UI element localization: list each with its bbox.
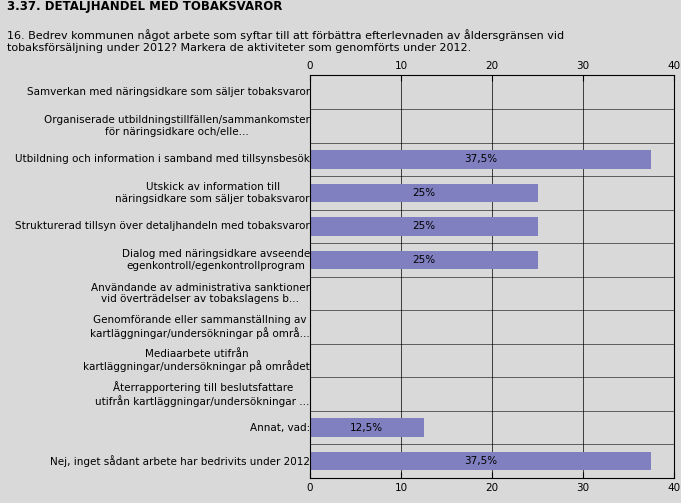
Bar [310, 217, 537, 235]
Bar [310, 418, 424, 437]
Text: 37,5%: 37,5% [464, 456, 497, 466]
Text: 25%: 25% [412, 255, 435, 265]
Text: Organiserade utbildningstillfällen/sammankomster
för näringsidkare och/elle...: Organiserade utbildningstillfällen/samma… [44, 115, 310, 136]
Text: 16. Bedrev kommunen något arbete som syftar till att förbättra efterlevnaden av : 16. Bedrev kommunen något arbete som syf… [7, 30, 564, 53]
Text: 3.37. DETALJHANDEL MED TOBAKSVAROR: 3.37. DETALJHANDEL MED TOBAKSVAROR [7, 0, 282, 13]
Text: Dialog med näringsidkare avseende
egenkontroll/egenkontrollprogram: Dialog med näringsidkare avseende egenko… [122, 249, 310, 271]
Text: Användande av administrativa sanktioner
vid överträdelser av tobakslagens b...: Användande av administrativa sanktioner … [91, 283, 310, 304]
Text: Nej, inget sådant arbete har bedrivits under 2012: Nej, inget sådant arbete har bedrivits u… [50, 455, 310, 467]
Text: Genomförande eller sammanställning av
kartläggningar/undersökningar på områ...: Genomförande eller sammanställning av ka… [90, 315, 310, 339]
Text: 12,5%: 12,5% [350, 423, 383, 433]
Text: Strukturerad tillsyn över detaljhandeln med tobaksvaror: Strukturerad tillsyn över detaljhandeln … [15, 221, 310, 231]
Bar [310, 150, 652, 169]
Text: 25%: 25% [412, 221, 435, 231]
Bar [310, 250, 537, 269]
Text: Mediaarbete utifrån
kartläggningar/undersökningar på området: Mediaarbete utifrån kartläggningar/under… [83, 349, 310, 372]
Text: 25%: 25% [412, 188, 435, 198]
Text: Samverkan med näringsidkare som säljer tobaksvaror: Samverkan med näringsidkare som säljer t… [27, 87, 310, 97]
Text: 37,5%: 37,5% [464, 154, 497, 164]
Text: Annat, vad:: Annat, vad: [250, 423, 310, 433]
Text: Återrapportering till beslutsfattare
utifrån kartläggningar/undersökningar ...: Återrapportering till beslutsfattare uti… [95, 381, 310, 407]
Bar [310, 452, 652, 470]
Bar [310, 184, 537, 202]
Text: Utbildning och information i samband med tillsynsbesök: Utbildning och information i samband med… [15, 154, 310, 164]
Text: Utskick av information till
näringsidkare som säljer tobaksvaror: Utskick av information till näringsidkar… [115, 182, 310, 204]
